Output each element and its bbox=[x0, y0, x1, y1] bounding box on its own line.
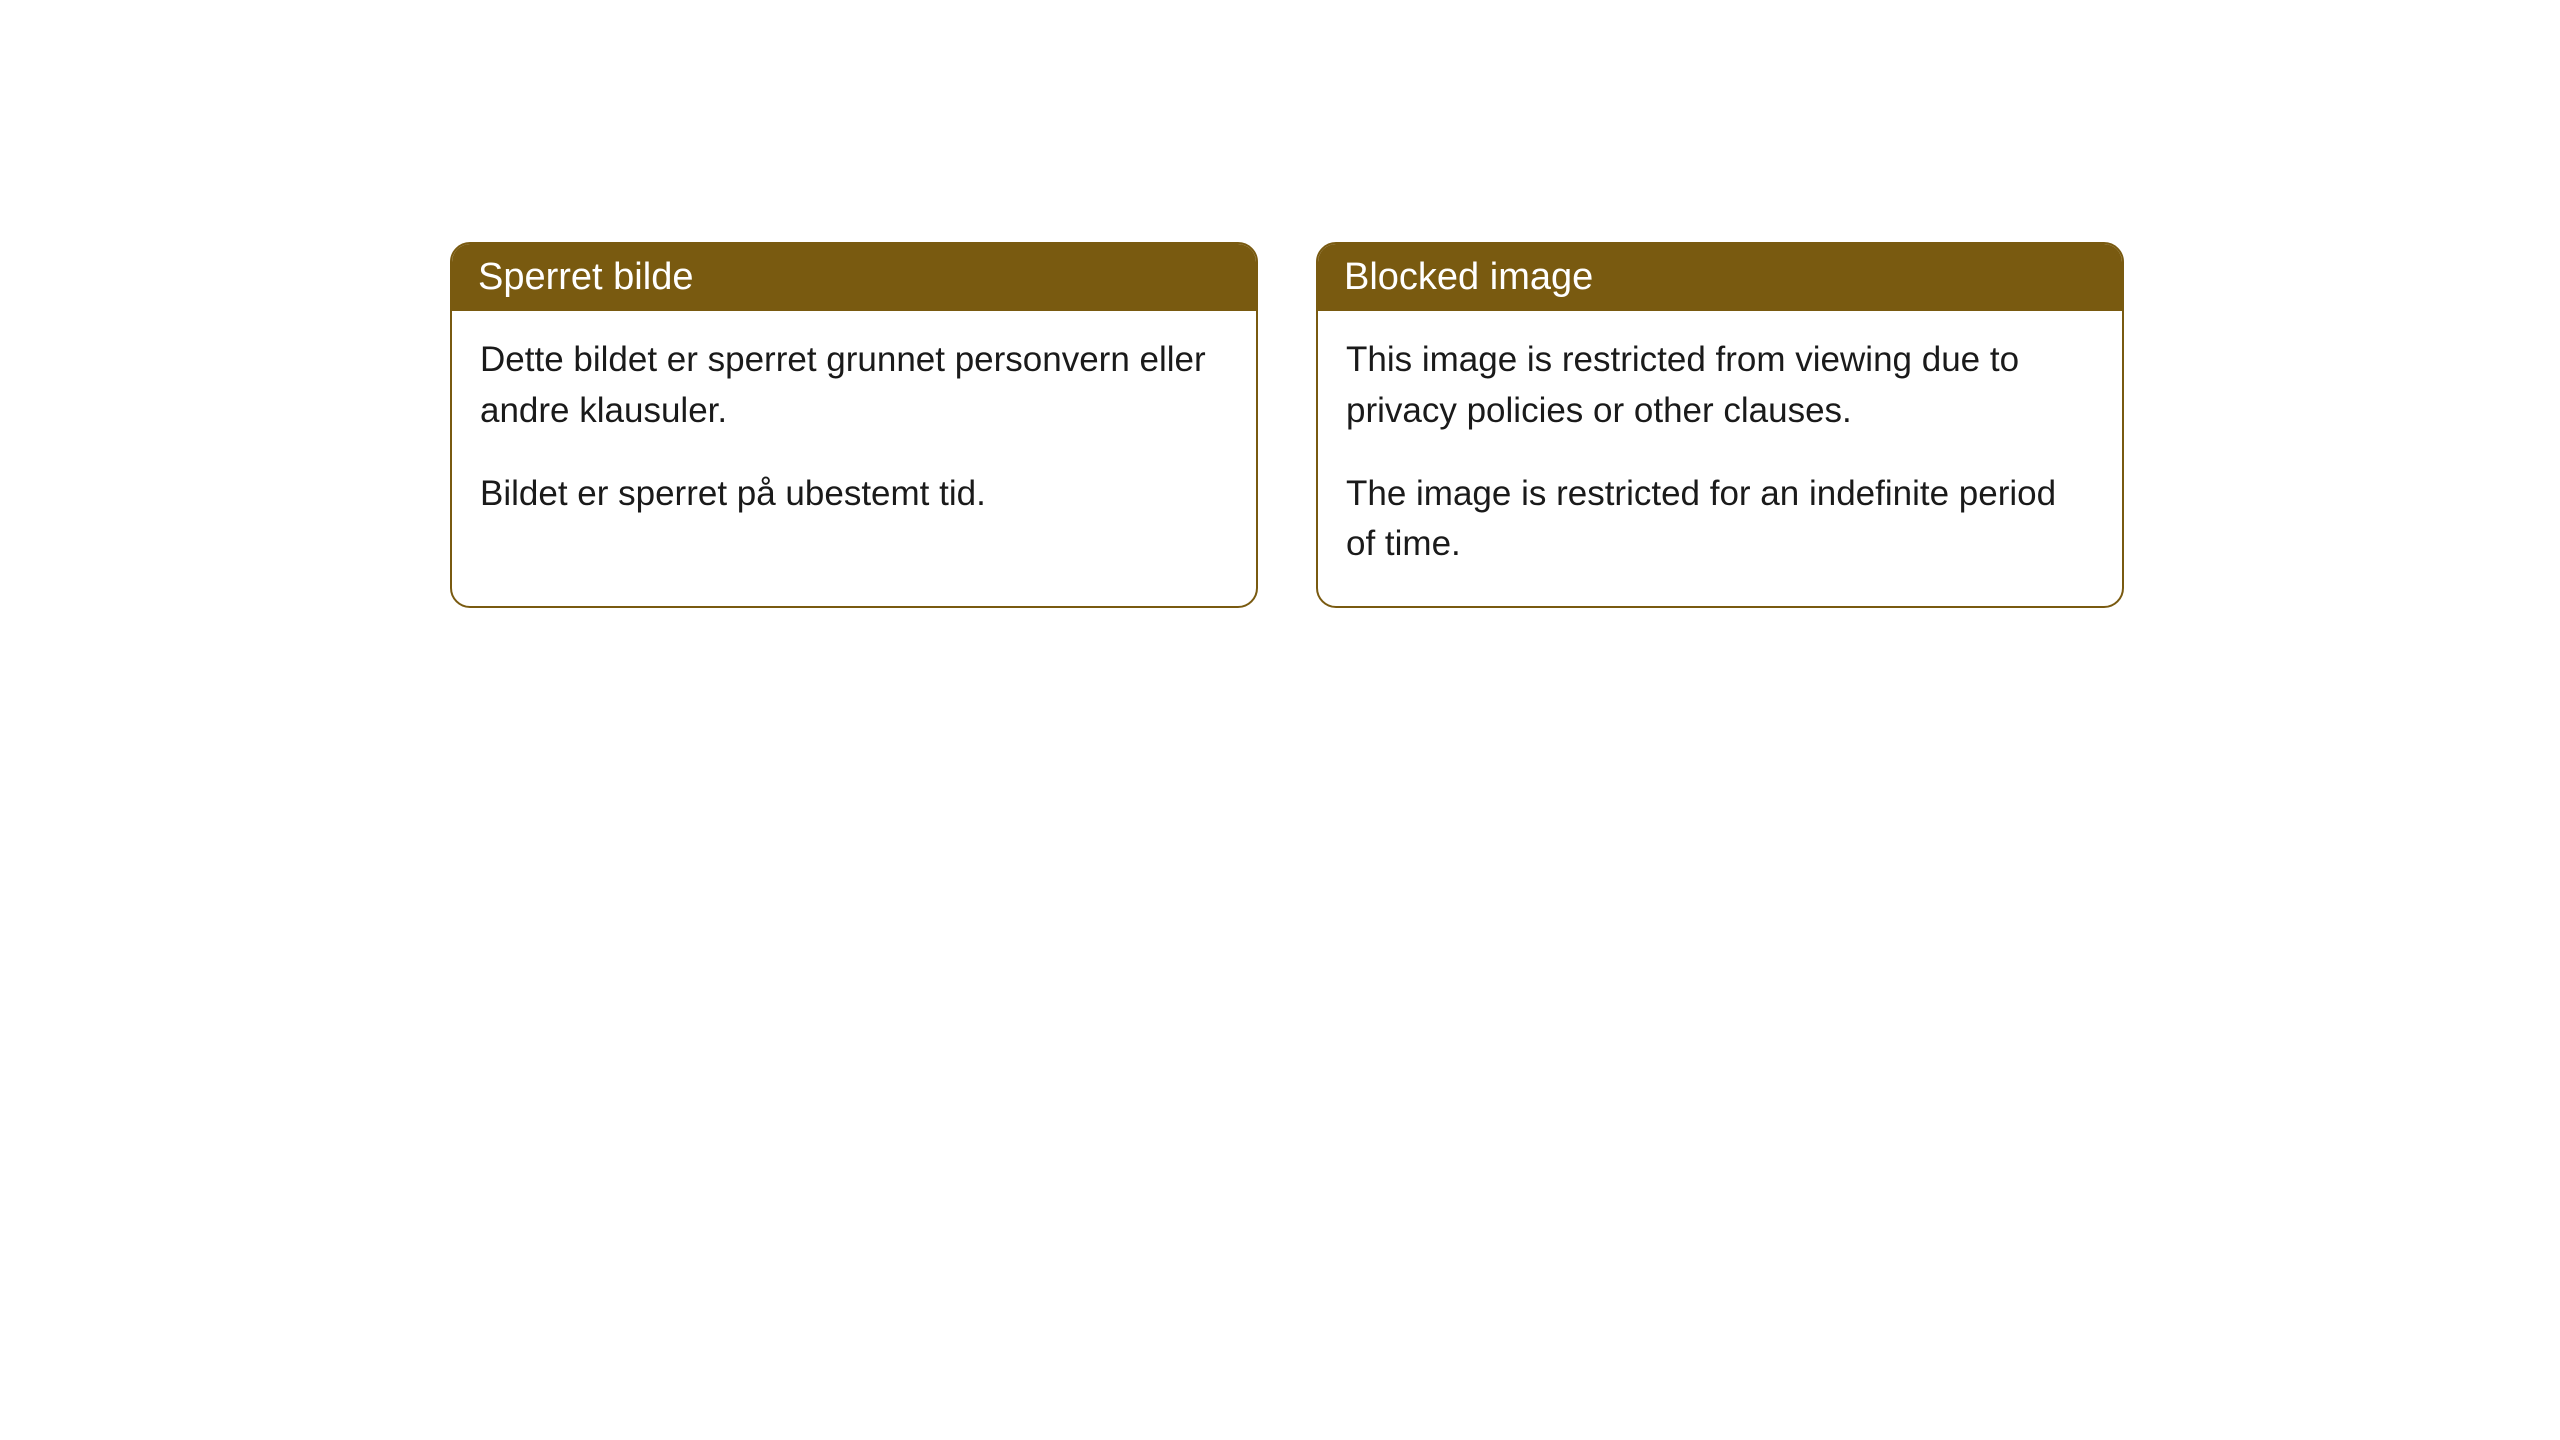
card-text-2: The image is restricted for an indefinit… bbox=[1346, 469, 2094, 571]
card-text-2: Bildet er sperret på ubestemt tid. bbox=[480, 469, 1228, 520]
card-body: Dette bildet er sperret grunnet personve… bbox=[452, 311, 1256, 555]
card-text-1: Dette bildet er sperret grunnet personve… bbox=[480, 335, 1228, 437]
card-text-1: This image is restricted from viewing du… bbox=[1346, 335, 2094, 437]
blocked-image-card-english: Blocked image This image is restricted f… bbox=[1316, 242, 2124, 608]
card-title: Blocked image bbox=[1344, 256, 1593, 298]
card-header: Sperret bilde bbox=[452, 244, 1256, 311]
card-body: This image is restricted from viewing du… bbox=[1318, 311, 2122, 606]
blocked-image-card-norwegian: Sperret bilde Dette bildet er sperret gr… bbox=[450, 242, 1258, 608]
card-title: Sperret bilde bbox=[478, 256, 693, 298]
card-header: Blocked image bbox=[1318, 244, 2122, 311]
cards-container: Sperret bilde Dette bildet er sperret gr… bbox=[0, 0, 2560, 608]
